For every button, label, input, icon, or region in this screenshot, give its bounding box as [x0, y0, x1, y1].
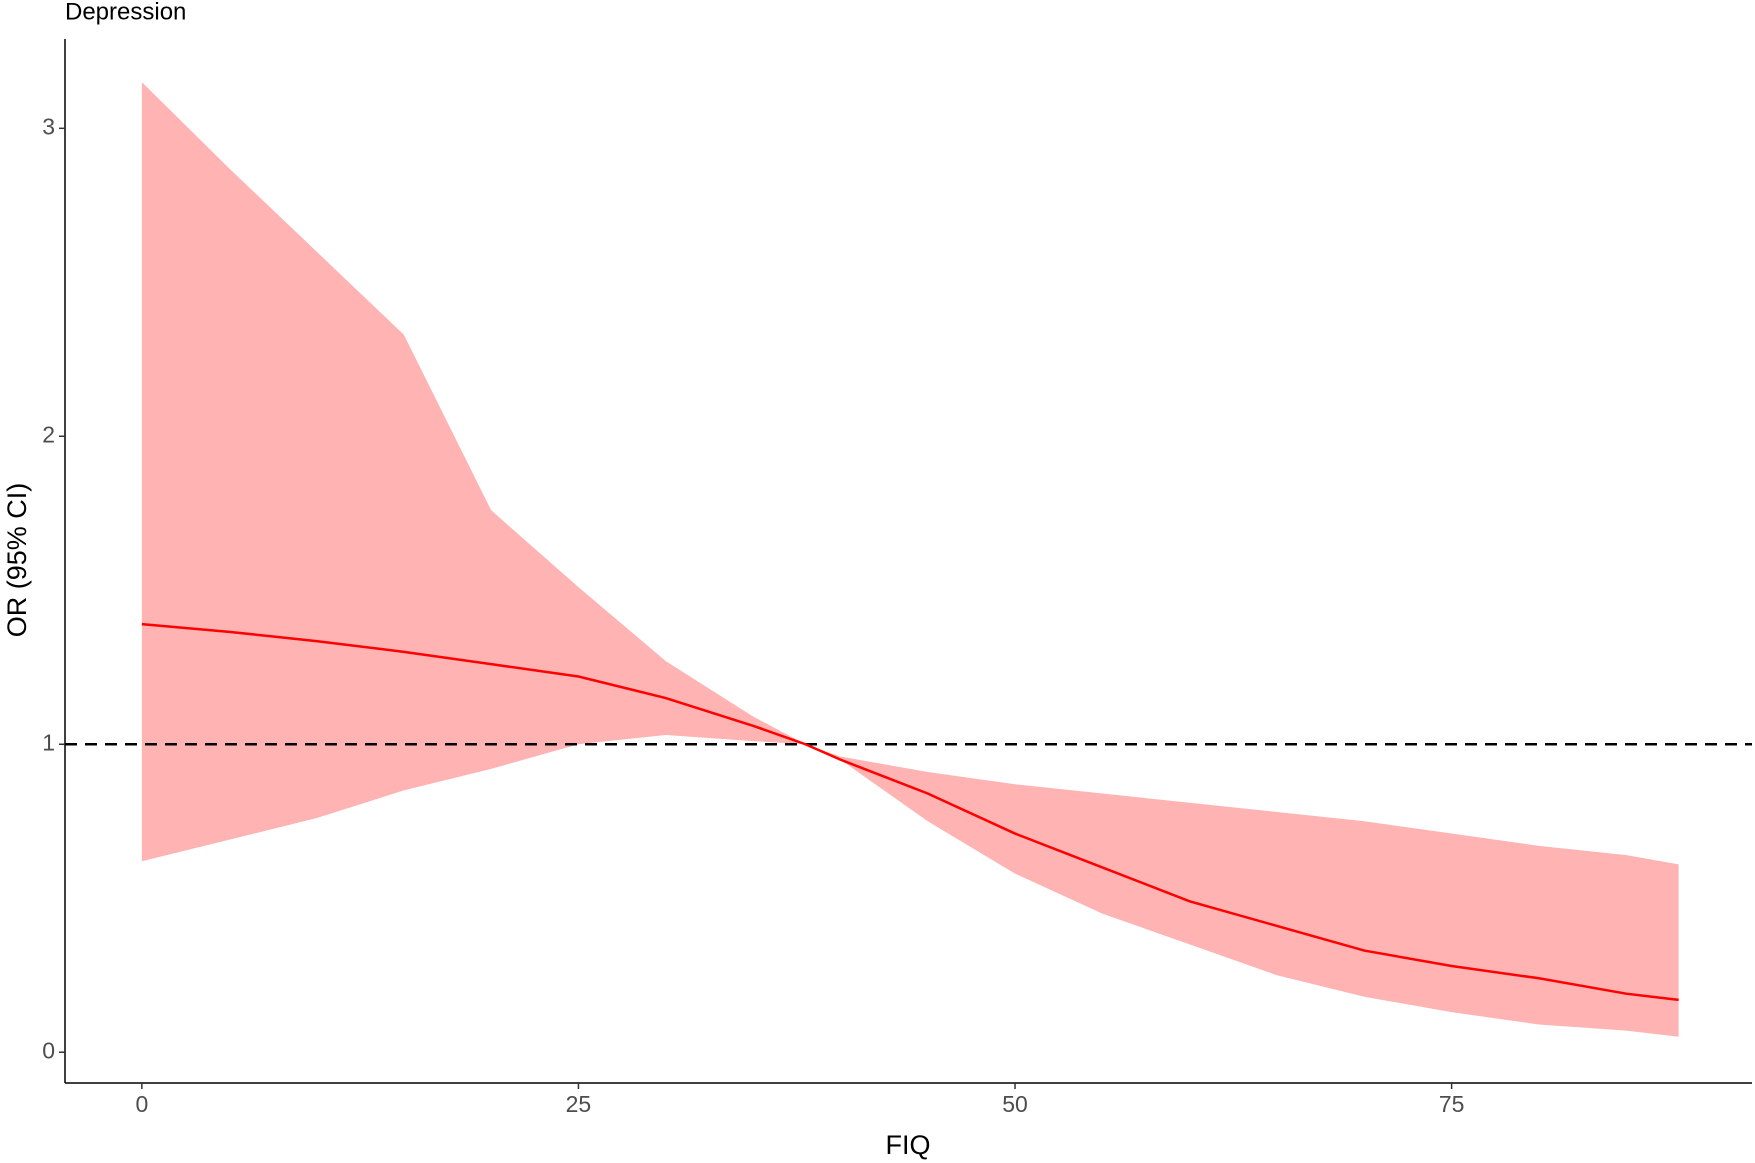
y-tick-label: 0	[42, 1037, 55, 1063]
x-tick-label: 0	[135, 1091, 148, 1117]
y-tick-label: 2	[42, 421, 55, 447]
or-line	[141, 622, 1679, 1002]
y-tick-label: 1	[42, 729, 55, 755]
x-tick-label: 25	[566, 1091, 592, 1117]
confidence-band	[141, 82, 1679, 1037]
x-tick-label: 50	[1002, 1091, 1028, 1117]
chart-title: Depression	[65, 0, 186, 25]
y-axis-label: OR (95% CI)	[2, 483, 32, 638]
y-tick-label: 3	[42, 113, 55, 139]
x-tick-label: 75	[1439, 1091, 1465, 1117]
x-axis-label: FIQ	[886, 1130, 931, 1160]
